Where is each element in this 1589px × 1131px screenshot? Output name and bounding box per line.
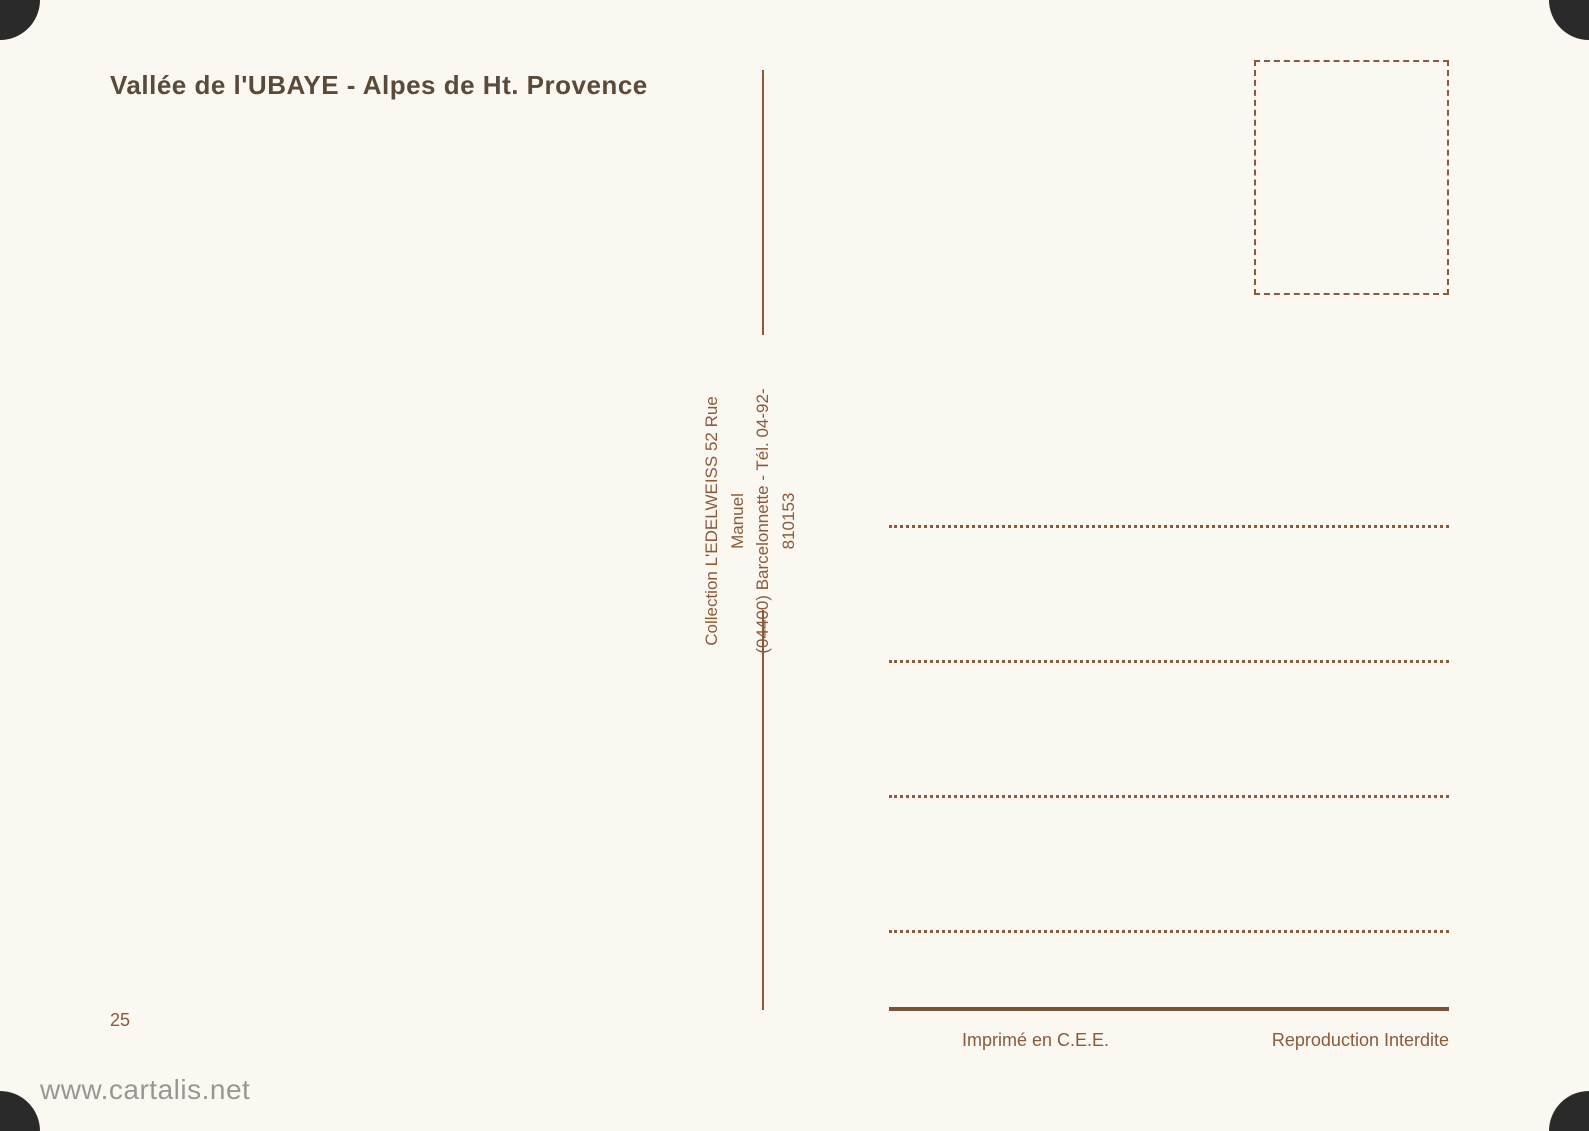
address-line-2 [889, 660, 1449, 663]
publisher-block: Collection L'EDELWEISS 52 Rue Manuel (04… [699, 381, 801, 661]
corner-mask-top-left [0, 0, 40, 40]
footer-imprint: Imprimé en C.E.E. [962, 1030, 1109, 1051]
postcard-back: Vallée de l'UBAYE - Alpes de Ht. Provenc… [0, 0, 1589, 1131]
address-line-1 [889, 525, 1449, 528]
corner-mask-top-right [1549, 0, 1589, 40]
address-line-3 [889, 795, 1449, 798]
center-divider-top [762, 70, 764, 335]
publisher-line-2: (04400) Barcelonnette - Tél. 04-92-81015… [750, 381, 801, 661]
stamp-placeholder [1254, 60, 1449, 295]
serial-number: 25 [110, 1010, 130, 1031]
address-line-4 [889, 930, 1449, 933]
center-divider-bottom [762, 610, 764, 1010]
corner-mask-bottom-left [0, 1091, 40, 1131]
publisher-line-1: Collection L'EDELWEISS 52 Rue Manuel [699, 381, 750, 661]
corner-mask-bottom-right [1549, 1091, 1589, 1131]
bottom-rule [889, 1007, 1449, 1011]
footer-reproduction: Reproduction Interdite [1272, 1030, 1449, 1051]
postcard-title: Vallée de l'UBAYE - Alpes de Ht. Provenc… [110, 70, 648, 101]
watermark-text: www.cartalis.net [40, 1074, 250, 1106]
